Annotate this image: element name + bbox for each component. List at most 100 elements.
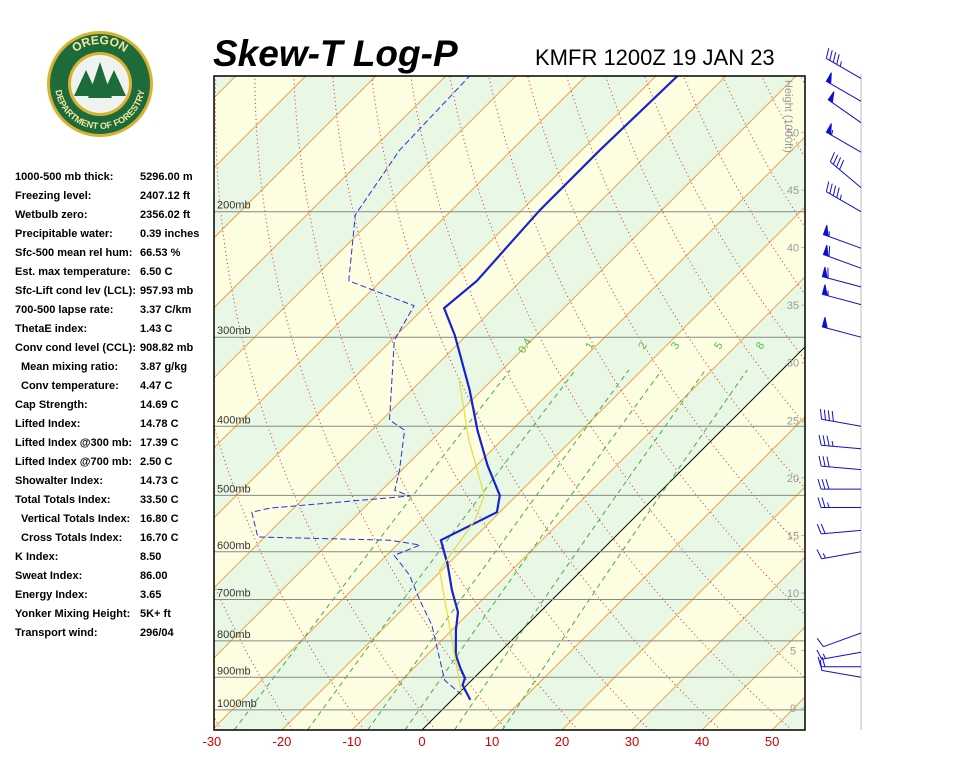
logo-top-text: OREGON: [69, 33, 130, 55]
stat-label: ThetaE index:: [15, 323, 87, 335]
plot-background: [214, 76, 960, 730]
y-tick-label: 500mb: [217, 483, 251, 495]
wind-barb: [821, 266, 862, 288]
stat-value: 2407.12 ft: [140, 190, 190, 202]
wind-barb: [822, 244, 862, 269]
stat-value: 1.43 C: [140, 323, 172, 335]
logo: OREGON DEPARTMENT OF FORESTRY: [47, 31, 153, 137]
wind-barb: [827, 91, 862, 124]
plot-data: [251, 76, 679, 701]
dry-adiabat: [605, 76, 805, 426]
dry-adiabat: [254, 76, 507, 730]
x-tick-label: 50: [765, 734, 779, 749]
isotherm: [214, 76, 447, 309]
stat-value: 2.50 C: [140, 456, 172, 468]
isotherm-grid-line: [281, 206, 805, 730]
stat-label: Yonker Mixing Height:: [15, 608, 130, 620]
stat-label: Conv cond level (CCL):: [15, 342, 136, 354]
y-tick-label: 600mb: [217, 540, 251, 552]
dry-adiabat: [800, 76, 805, 86]
wind-barb: [825, 123, 862, 153]
height-tick-label: 10: [787, 588, 799, 600]
stat-label: Cap Strength:: [15, 399, 88, 411]
isotherm: [214, 76, 657, 519]
dry-adiabat: [879, 76, 960, 730]
y-tick-label: 200mb: [217, 200, 251, 212]
stat-value: 14.78 C: [140, 418, 179, 430]
isotherm-band: [842, 76, 960, 730]
stat-value: 296/04: [140, 627, 175, 639]
wind-barbs: [816, 48, 862, 678]
isotherm-grid-line: [561, 486, 805, 730]
chart-subtitle: KMFR 1200Z 19 JAN 23: [535, 45, 775, 70]
stat-value: 0.39 inches: [140, 228, 199, 240]
isotherm-grid-line: [491, 416, 805, 730]
isotherm: [214, 76, 797, 659]
height-tick-label: 40: [787, 243, 799, 255]
stat-value: 14.73 C: [140, 475, 179, 487]
wind-barb: [817, 478, 861, 490]
stat-value: 16.80 C: [140, 513, 179, 525]
y-tick-label: 400mb: [217, 414, 251, 426]
x-tick-label: 20: [555, 734, 569, 749]
stat-value: 3.87 g/kg: [140, 361, 187, 373]
stat-label: Lifted Index @300 mb:: [15, 437, 132, 449]
stat-label: Est. max temperature:: [15, 266, 131, 278]
wind-barb: [816, 649, 862, 660]
dry-adiabat: [214, 76, 436, 730]
stat-label: Freezing level:: [15, 190, 91, 202]
isotherm: [214, 76, 377, 239]
y-tick-label: 1000mb: [217, 698, 257, 710]
stat-value: 5296.00 m: [140, 171, 193, 183]
wind-barb: [817, 497, 861, 508]
stat-label: Cross Totals Index:: [21, 532, 122, 544]
stat-value: 17.39 C: [140, 437, 179, 449]
stat-value: 86.00: [140, 570, 168, 582]
height-tick-label: 45: [787, 185, 799, 197]
wind-barb: [829, 152, 862, 188]
profile-line: [439, 76, 679, 701]
stat-label: Conv temperature:: [21, 380, 119, 392]
dry-adiabat: [918, 76, 960, 730]
y-tick-label: 800mb: [217, 629, 251, 641]
height-tick-label: 5: [790, 646, 796, 658]
stat-value: 3.37 C/km: [140, 304, 192, 316]
logo-trees: [74, 62, 126, 98]
isotherm-grid-line: [214, 136, 805, 729]
stat-value: 6.50 C: [140, 266, 172, 278]
stat-value: 66.53 %: [140, 247, 181, 259]
isotherm: [842, 76, 960, 730]
y-tick-label: 700mb: [217, 588, 251, 600]
mixing-ratio-label: 8: [754, 340, 767, 351]
chart-title: Skew-T Log-P: [213, 33, 458, 74]
mixing-ratio-line: [233, 369, 511, 730]
profile-line: [438, 380, 485, 696]
x-tick-label: 0: [418, 734, 425, 749]
stat-label: K Index:: [15, 551, 58, 563]
wind-barb: [821, 317, 862, 338]
stat-value: 16.70 C: [140, 532, 179, 544]
mixing-ratio-line: [307, 369, 576, 730]
profile-line: [251, 76, 470, 696]
logo-top-text: OREGON: [69, 33, 130, 55]
stats-panel: 1000-500 mb thick: 5296.00 m Freezing leve…: [15, 171, 199, 639]
stat-label: Precipitable water:: [15, 228, 113, 240]
stat-value: 908.82 mb: [140, 342, 193, 354]
x-tick-label: -20: [273, 734, 292, 749]
mixing-ratio-label: 3: [669, 340, 682, 351]
stat-label: 700-500 lapse rate:: [15, 304, 113, 316]
stat-label: Energy Index:: [15, 589, 88, 601]
wind-barb: [819, 659, 862, 678]
stat-value: 33.50 C: [140, 494, 179, 506]
mixing-ratio-line: [404, 369, 663, 730]
wind-barb: [825, 181, 862, 213]
stat-label: 1000-500 mb thick:: [15, 171, 113, 183]
stat-label: Sfc-500 mean rel hum:: [15, 247, 132, 259]
wind-barb: [822, 224, 862, 249]
wind-barb: [825, 48, 862, 79]
y-tick-label: 900mb: [217, 665, 251, 677]
mixing-ratio-label: 1: [583, 340, 596, 351]
x-tick-label: 40: [695, 734, 709, 749]
